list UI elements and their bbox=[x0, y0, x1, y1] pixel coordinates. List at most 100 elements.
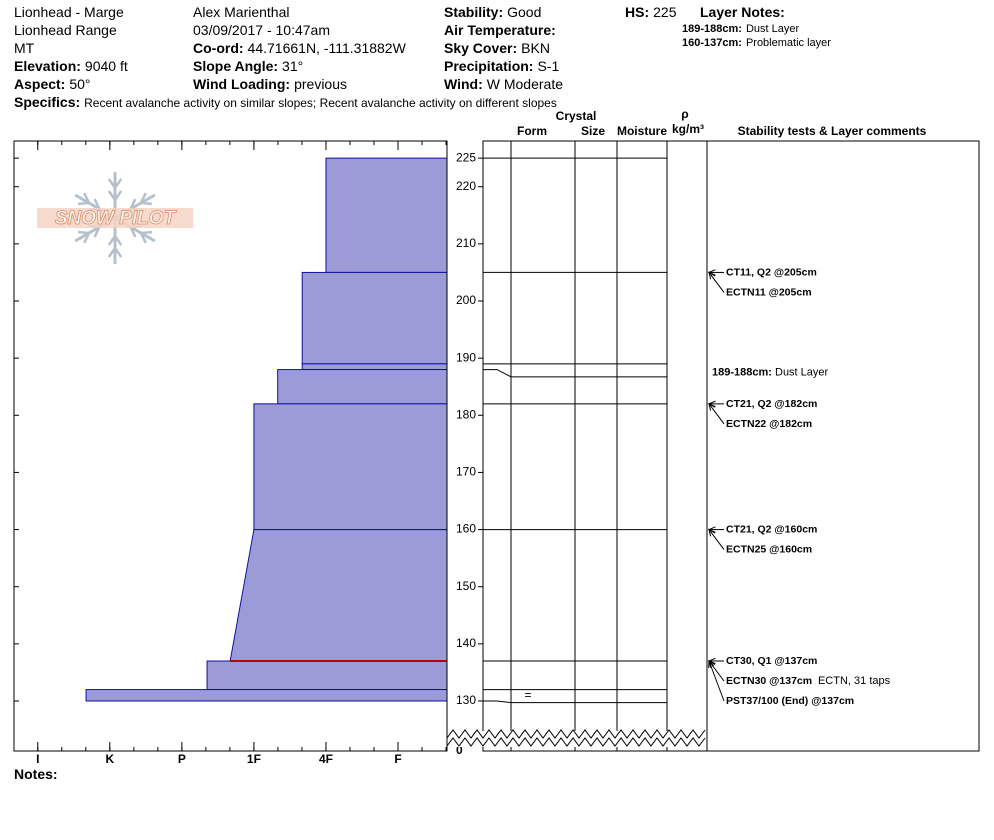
test-name: CT21, Q2 @182cm bbox=[726, 398, 817, 410]
note-value: Problematic layer bbox=[745, 37, 831, 49]
y-tick-label: 220 bbox=[456, 179, 476, 193]
field-value: W Moderate bbox=[486, 76, 563, 92]
x-tick-label: 4F bbox=[319, 752, 333, 766]
field-label: Slope Angle: bbox=[193, 58, 279, 74]
logo-branch bbox=[129, 226, 137, 238]
field-value: 50° bbox=[69, 76, 91, 92]
profile-frame bbox=[13, 140, 448, 752]
layer bbox=[301, 271, 448, 365]
test-arrowhead bbox=[708, 271, 716, 280]
note-label: 160-137cm: bbox=[682, 37, 742, 49]
logo-branch bbox=[77, 230, 90, 235]
logo-branch bbox=[140, 230, 153, 235]
layer-notes-title: Layer Notes: bbox=[700, 4, 785, 20]
logo-branch bbox=[107, 190, 117, 201]
field-label: Wind: bbox=[444, 76, 483, 92]
logo: SNOW PILOT bbox=[37, 172, 193, 264]
layer-note: 160-137cm: Problematic layer bbox=[682, 37, 831, 50]
y-tick-label: 170 bbox=[456, 465, 476, 479]
table-frame bbox=[482, 140, 980, 752]
field-value: 31° bbox=[282, 58, 304, 74]
specifics-value: Recent avalanche activity on similar slo… bbox=[84, 96, 557, 110]
field-value: previous bbox=[294, 76, 347, 92]
logo-band bbox=[37, 208, 193, 228]
axis-break bbox=[446, 729, 706, 739]
logo-branch bbox=[107, 247, 117, 258]
logo-branch bbox=[129, 198, 137, 210]
field-label: Aspect: bbox=[14, 76, 66, 92]
header-field: Stability: Good bbox=[444, 4, 541, 20]
layer bbox=[277, 369, 448, 405]
y-tick-label: 130 bbox=[456, 693, 476, 707]
test-label: PST37/100 (End) @137cm bbox=[726, 695, 854, 707]
test-arrowhead bbox=[708, 528, 716, 537]
comment-text: Dust Layer bbox=[775, 366, 829, 378]
test-name: PST37/100 (End) @137cm bbox=[726, 695, 854, 707]
specifics-label: Specifics: bbox=[14, 94, 81, 110]
x-tick-label: K bbox=[105, 752, 114, 766]
header-field: HS: 225 bbox=[625, 4, 676, 20]
layer bbox=[253, 403, 448, 531]
field-value: S-1 bbox=[537, 58, 560, 74]
field-label: Stability: bbox=[444, 4, 504, 20]
test-label: CT21, Q2 @182cm bbox=[726, 398, 817, 410]
header-field: Sky Cover: BKN bbox=[444, 40, 550, 56]
logo-branch bbox=[83, 192, 91, 204]
layer bbox=[301, 363, 448, 371]
header-field: 03/09/2017 - 10:47am bbox=[193, 22, 330, 38]
logo-branch bbox=[93, 198, 101, 210]
test-arrow bbox=[708, 529, 725, 550]
field-value: Good bbox=[507, 4, 542, 20]
test-arrowhead bbox=[708, 659, 715, 669]
header-field: Aspect: 50° bbox=[14, 76, 91, 92]
y-tick-label: 190 bbox=[456, 350, 476, 364]
logo-branch bbox=[77, 201, 90, 206]
axis-break bbox=[446, 737, 706, 747]
grain-form: = bbox=[524, 688, 531, 702]
layer bbox=[206, 660, 448, 691]
layer bbox=[85, 689, 448, 702]
y-tick-label: 140 bbox=[456, 636, 476, 650]
logo-branch bbox=[140, 201, 153, 206]
x-tick-label: F bbox=[394, 752, 401, 766]
field-value: 225 bbox=[653, 4, 677, 20]
y-tick-label: 200 bbox=[456, 293, 476, 307]
logo-branch bbox=[107, 178, 117, 189]
logo-branch bbox=[107, 235, 117, 246]
field-value: 03/09/2017 - 10:47am bbox=[193, 22, 330, 38]
test-name: ECTN25 @160cm bbox=[726, 543, 812, 555]
logo-branch bbox=[113, 190, 123, 201]
test-arrow bbox=[708, 272, 725, 293]
logo-branch bbox=[83, 232, 91, 244]
logo-branch bbox=[113, 178, 123, 189]
layer-comment: 189-188cm: Dust Layer bbox=[712, 366, 829, 378]
header-field: Elevation: 9040 ft bbox=[14, 58, 128, 74]
note-label: 189-188cm: bbox=[682, 23, 742, 35]
header-field: Slope Angle: 31° bbox=[193, 58, 303, 74]
header-field: Lionhead Range bbox=[14, 22, 117, 38]
logo-branch bbox=[113, 247, 123, 258]
header-field: Lionhead - Marge bbox=[14, 4, 124, 20]
header-field: Wind Loading: previous bbox=[193, 76, 347, 92]
test-name: ECTN30 @137cm bbox=[726, 675, 812, 687]
y-tick-label: 150 bbox=[456, 579, 476, 593]
test-label: CT30, Q1 @137cm bbox=[726, 655, 817, 667]
test-label: ECTN22 @182cm bbox=[726, 418, 812, 430]
y-floor-label: 0 bbox=[456, 743, 463, 757]
y-tick-label: 210 bbox=[456, 236, 476, 250]
table-header: ρ bbox=[681, 107, 688, 121]
table-header: Moisture bbox=[617, 124, 667, 138]
header-field: MT bbox=[14, 40, 34, 56]
layer bbox=[325, 157, 448, 273]
field-label: Sky Cover: bbox=[444, 40, 518, 56]
row-connector bbox=[483, 700, 512, 704]
specifics: Specifics: Recent avalanche activity on s… bbox=[14, 94, 557, 111]
table-header: Stability tests & Layer comments bbox=[738, 124, 927, 138]
x-tick-label: 1F bbox=[247, 752, 261, 766]
logo-text: SNOW PILOT bbox=[55, 208, 177, 229]
field-value: MT bbox=[14, 40, 35, 56]
logo-branch bbox=[139, 192, 147, 204]
test-name: ECTN11 @205cm bbox=[726, 286, 812, 298]
test-name: ECTN22 @182cm bbox=[726, 418, 812, 430]
